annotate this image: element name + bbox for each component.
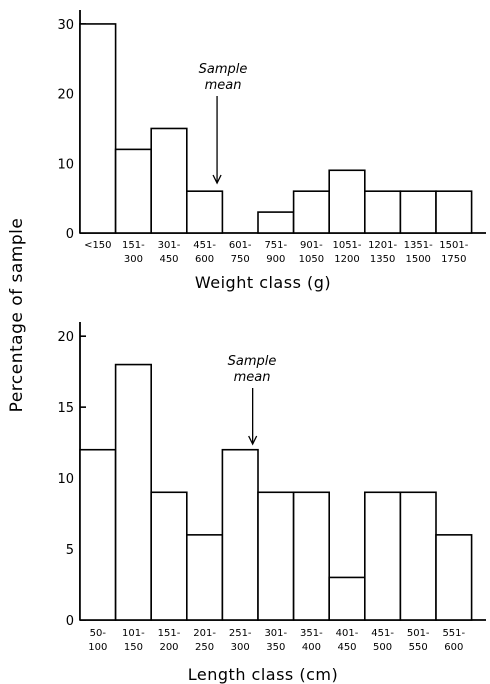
x-category-label: 501- [407,628,430,639]
x-axis-title: Length class (cm) [188,665,338,684]
histogram-bar [257,211,295,234]
x-category-label: 351- [300,628,323,639]
x-category-label: 200 [159,642,178,653]
y-axis-title: Percentage of sample [7,218,27,413]
histogram-bar [435,534,473,621]
x-category-label: 500 [373,642,392,653]
x-category-label: 901- [300,240,323,251]
histogram-bar [150,127,188,234]
x-axis-title: Weight class (g) [195,273,331,292]
x-category-label: 201- [193,628,216,639]
x-category-label: 251- [229,628,252,639]
arrow-head-icon [248,435,258,446]
x-category-label: 451- [193,240,216,251]
x-category-label: 601- [229,240,252,251]
histogram-bar [292,190,331,234]
histogram-bar [186,190,224,234]
histogram-bar [435,190,473,234]
x-category-label: 1051- [332,240,361,251]
x-category-label: 101- [122,628,145,639]
sample-mean-label: mean [234,370,271,385]
x-category-label: 450 [337,642,356,653]
x-category-label: 550 [409,642,428,653]
histogram-bar [328,169,366,234]
x-category-label: 350 [266,642,285,653]
x-category-label: 750 [231,254,250,265]
y-tick-label: 5 [66,543,74,558]
x-category-label: 401- [336,628,359,639]
histogram-bar [114,148,152,234]
x-category-label: 250 [195,642,214,653]
x-category-label: 1200 [334,254,359,265]
x-category-label: 1350 [370,254,395,265]
x-category-label: 151- [158,628,181,639]
sample-mean-label: mean [205,78,242,93]
histogram-bar [399,190,437,234]
histogram-bar [363,190,402,234]
histogram-bar [292,491,331,621]
x-category-label: 150 [124,642,143,653]
x-category-label: 400 [302,642,321,653]
sample-mean-label: Sample [228,354,277,369]
x-category-label: 1050 [299,254,324,265]
x-category-label: 751- [264,240,287,251]
x-category-label: 900 [266,254,285,265]
x-category-label: 1500 [405,254,430,265]
x-category-label: 151- [122,240,145,251]
histogram-bar [186,534,224,621]
x-category-label: 600 [195,254,214,265]
x-category-label: 301- [264,628,287,639]
x-category-label: 551- [442,628,465,639]
x-category-label: 1201- [368,240,397,251]
histogram-bar [221,448,259,621]
x-category-label: 100 [88,642,107,653]
x-category-label: <150 [84,240,111,251]
histogram-bar [328,576,366,621]
x-category-label: 600 [444,642,463,653]
x-category-label: 300 [231,642,250,653]
x-category-label: 301- [158,240,181,251]
sample-mean-label: Sample [199,62,248,77]
y-tick-label: 30 [57,18,74,33]
histogram-bar [257,491,295,621]
x-category-label: 450 [159,254,178,265]
y-tick-label: 10 [57,157,74,172]
arrow-head-icon [212,174,222,185]
x-category-label: 300 [124,254,143,265]
histogram-bar [150,491,188,621]
y-tick-label: 10 [57,472,74,487]
histogram-bar [79,448,117,621]
y-tick-label: 0 [66,227,74,242]
x-category-label: 1351- [404,240,433,251]
x-category-label: 50- [90,628,107,639]
x-category-label: 451- [371,628,394,639]
y-tick-label: 20 [57,330,74,345]
histogram-bar [363,491,402,621]
histogram-bar [399,491,437,621]
y-tick-label: 0 [66,614,74,629]
y-tick-label: 20 [57,88,74,103]
x-category-label: 1750 [441,254,466,265]
x-category-label: 1501- [439,240,468,251]
y-tick-label: 15 [57,401,74,416]
histogram-bar [114,363,152,621]
histogram-bar [79,23,117,234]
